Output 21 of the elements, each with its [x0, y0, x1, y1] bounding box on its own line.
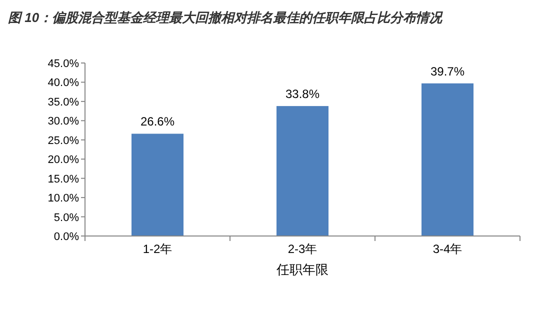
bar	[276, 106, 328, 236]
y-tick-label: 35.0%	[48, 96, 80, 108]
y-tick-label: 10.0%	[48, 192, 80, 205]
x-tick-label: 1-2年	[142, 242, 172, 256]
chart-title: 图 10：偏股混合型基金经理最大回撤相对排名最佳的任职年限占比分布情况	[8, 10, 444, 25]
y-tick-label: 20.0%	[48, 154, 80, 166]
x-tick-label: 3-4年	[432, 242, 462, 256]
y-tick-label: 25.0%	[48, 134, 80, 147]
bar	[132, 134, 184, 236]
x-tick-label: 2-3年	[288, 242, 318, 256]
y-tick-label: 5.0%	[54, 212, 80, 224]
y-tick-label: 45.0%	[48, 58, 80, 70]
bar	[422, 83, 474, 236]
y-tick-label: 15.0%	[48, 173, 80, 186]
data-label: 33.8%	[285, 87, 320, 102]
y-tick-label: 40.0%	[48, 77, 80, 90]
data-label: 26.6%	[140, 114, 175, 129]
x-axis-title: 任职年限	[276, 262, 328, 277]
data-label: 39.7%	[430, 64, 465, 78]
y-tick-label: 0.0%	[54, 231, 80, 243]
y-tick-label: 30.0%	[48, 116, 80, 128]
